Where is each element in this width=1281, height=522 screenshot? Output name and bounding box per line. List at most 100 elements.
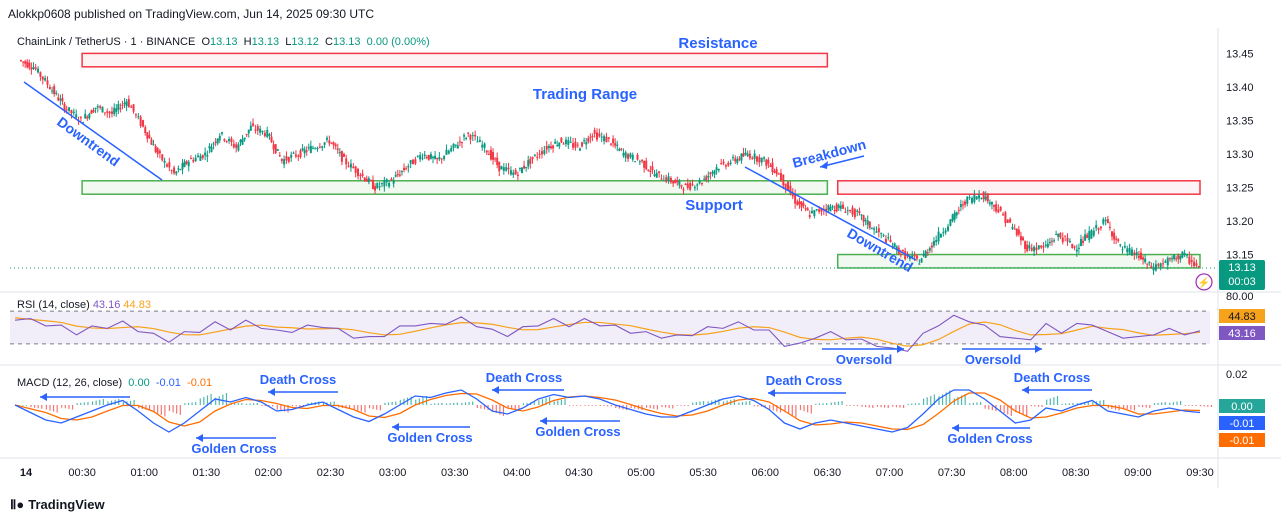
low-label: L	[285, 36, 292, 48]
macd-histogram-bar	[718, 399, 720, 405]
candle-body	[1117, 239, 1120, 241]
candle-body	[533, 154, 536, 156]
candle-body	[833, 209, 836, 212]
candle-body	[1015, 228, 1018, 236]
candle-body	[1142, 257, 1145, 260]
candle-body	[1075, 249, 1078, 252]
candle-body	[583, 140, 586, 142]
candle-body	[658, 171, 661, 174]
candle-body	[527, 160, 530, 167]
symbol-name[interactable]: ChainLink / TetherUS · 1 · BINANCE	[17, 36, 196, 48]
candle-body	[1177, 255, 1180, 259]
brand-name: TradingView	[28, 497, 105, 512]
candle-body	[278, 155, 281, 157]
macd-histogram-bar	[191, 402, 193, 405]
candle-body	[755, 156, 758, 162]
macd-histogram-bar	[160, 405, 162, 415]
candle-body	[746, 153, 749, 156]
macd-histogram-bar	[726, 400, 728, 405]
candle-body	[460, 142, 463, 144]
candle-body	[137, 116, 140, 118]
time-tick-label: 05:30	[689, 467, 717, 479]
macd-histogram-bar	[1076, 403, 1079, 405]
macd-histogram-bar	[280, 405, 282, 411]
macd-histogram-bar	[333, 401, 335, 405]
macd-histogram-bar	[222, 394, 224, 405]
macd-histogram-bar	[199, 398, 201, 405]
macd-histogram-bar	[560, 399, 563, 405]
candle-body	[720, 163, 723, 165]
candle-body	[505, 167, 508, 171]
macd-histogram-bar	[760, 405, 763, 407]
candle-body	[744, 152, 747, 155]
candle-body	[667, 176, 670, 182]
candle-body	[709, 172, 712, 175]
candle-body	[450, 147, 453, 152]
macd-histogram-bar	[884, 405, 886, 408]
candle-body	[110, 111, 113, 114]
candle-body	[1137, 255, 1140, 258]
candle-body	[376, 183, 379, 189]
rsi-label: RSI (14, close)	[17, 299, 90, 311]
rsi-legend[interactable]: RSI (14, close) 43.16 44.83	[17, 299, 151, 311]
signal-badge	[1219, 433, 1265, 447]
macd-histogram-bar	[837, 401, 840, 405]
macd-label: MACD (12, 26, close)	[17, 377, 123, 389]
macd-legend[interactable]: MACD (12, 26, close) 0.00 -0.01 -0.01	[17, 377, 212, 389]
macd-histogram-bar	[1053, 397, 1055, 405]
candle-body	[311, 147, 314, 149]
macd-histogram-bar	[699, 401, 701, 405]
candle-body	[297, 155, 300, 157]
time-tick-label: 14	[20, 467, 33, 479]
macd-histogram-bar	[949, 390, 951, 405]
candle-body	[990, 202, 993, 205]
candle-body	[243, 137, 246, 140]
macd-histogram-bar	[1203, 405, 1205, 407]
candle-body	[483, 143, 486, 148]
macd-histogram-bar	[157, 405, 159, 414]
open-value: 13.13	[210, 36, 238, 48]
candle-body	[922, 253, 925, 256]
macd-histogram-bar	[1191, 405, 1194, 406]
macd-histogram-bar	[268, 405, 270, 407]
candle-body	[813, 210, 816, 216]
candle-body	[540, 151, 543, 155]
macd-histogram-bar	[95, 400, 97, 405]
footer-brand[interactable]: Ⅱ● TradingView	[10, 497, 105, 513]
macd-histogram-bar	[788, 405, 790, 414]
macd-histogram-bar	[625, 405, 628, 410]
candle-body	[314, 148, 317, 150]
price-tick-label: 13.25	[1226, 182, 1254, 194]
candle-body	[423, 154, 426, 157]
macd-histogram-bar	[453, 402, 455, 405]
candle-body	[101, 106, 104, 113]
candle-body	[1123, 246, 1126, 248]
resistance-zone	[81, 52, 829, 68]
candle-body	[86, 116, 89, 119]
candle-body	[150, 139, 153, 145]
macd-histogram-bar	[887, 405, 889, 408]
candle-body	[65, 109, 68, 111]
candle-body	[740, 153, 743, 161]
macd-histogram-bar	[415, 399, 417, 405]
candle-body	[856, 210, 859, 212]
candle-body	[332, 142, 335, 146]
last-price-badge	[1219, 259, 1265, 290]
macd-histogram-bar	[664, 405, 667, 408]
candle-body	[181, 163, 184, 170]
published-header: Alokkp0608 published on TradingView.com,…	[8, 7, 375, 21]
candle-body	[1179, 255, 1182, 260]
candle-body	[361, 173, 364, 176]
candle-body	[51, 90, 54, 92]
candle-body	[1128, 247, 1131, 254]
candle-body	[41, 76, 44, 80]
macd-histogram-bar	[1084, 402, 1086, 405]
candle-body	[276, 149, 279, 151]
candle-body	[204, 152, 207, 156]
candle-body	[509, 170, 512, 175]
price-tick-label: 13.30	[1226, 149, 1254, 161]
candle-body	[1099, 226, 1102, 229]
macd-histogram-bar	[287, 405, 289, 413]
macd-histogram-bar	[25, 405, 27, 406]
